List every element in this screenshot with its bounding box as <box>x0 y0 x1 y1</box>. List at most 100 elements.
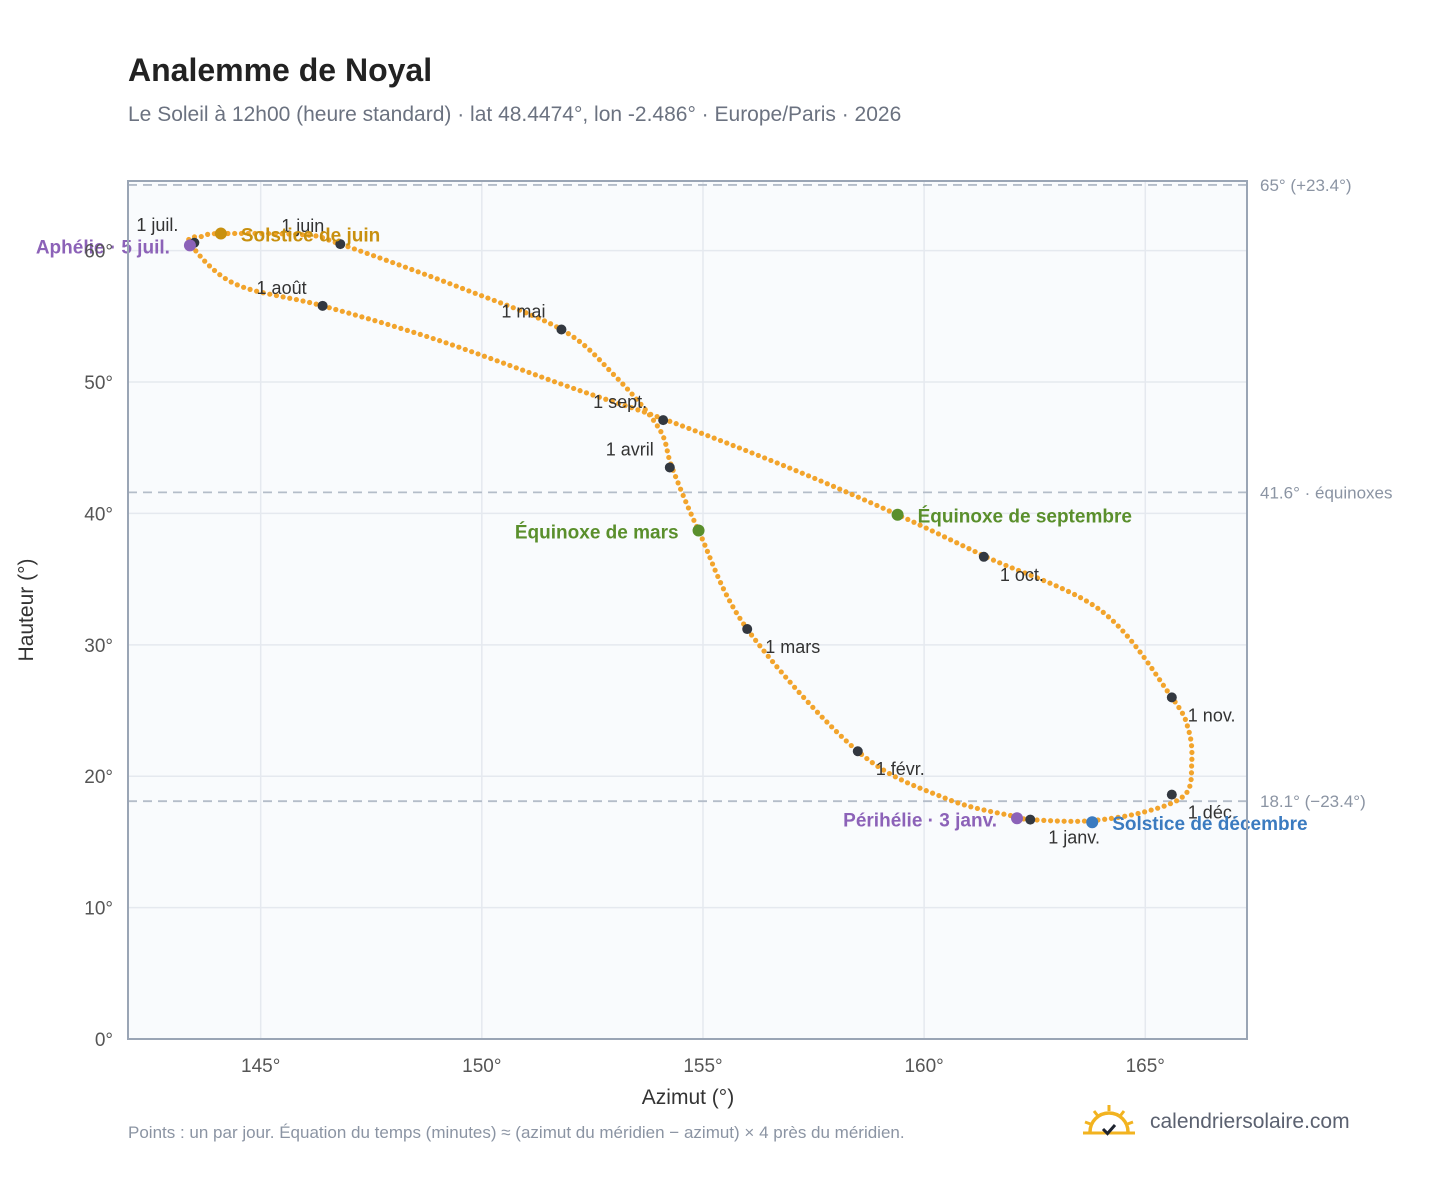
day-point <box>688 511 694 517</box>
y-tick-label: 60° <box>84 242 113 263</box>
day-point <box>1115 623 1121 629</box>
day-point <box>545 376 551 382</box>
month-label: 1 janv. <box>1048 828 1100 848</box>
day-point <box>500 360 507 366</box>
day-point <box>364 250 370 257</box>
day-point <box>217 272 223 278</box>
day-point <box>520 367 526 373</box>
day-point <box>1081 818 1088 824</box>
day-point <box>497 300 504 306</box>
day-point <box>211 267 218 274</box>
day-point <box>1001 811 1007 817</box>
day-point <box>699 536 705 542</box>
event-label: Équinoxe de septembre <box>918 506 1132 528</box>
event-marker <box>214 227 227 240</box>
day-point <box>705 433 711 439</box>
day-point <box>273 292 280 299</box>
day-point <box>1009 565 1015 571</box>
day-point <box>434 276 440 282</box>
day-point <box>620 381 626 387</box>
day-point <box>409 266 415 273</box>
day-point <box>737 615 743 621</box>
day-point <box>692 428 698 434</box>
day-point <box>1142 809 1148 815</box>
day-point <box>306 232 312 238</box>
day-point <box>780 462 787 469</box>
page-subtitle: Le Soleil à 12h00 (heure standard) · lat… <box>128 103 902 126</box>
reference-line-label: 18.1° (−23.4°) <box>1260 792 1366 811</box>
day-point <box>801 694 807 700</box>
brand[interactable]: calendriersolaire.com <box>1082 1102 1350 1142</box>
day-point <box>886 770 893 777</box>
day-point <box>345 244 351 250</box>
day-point <box>571 334 577 340</box>
day-point <box>981 807 987 813</box>
day-point <box>1089 601 1095 608</box>
day-point <box>365 316 371 322</box>
day-point <box>1188 770 1195 776</box>
day-point <box>941 534 948 540</box>
day-point <box>265 230 272 237</box>
day-point <box>1100 609 1106 615</box>
day-point <box>326 305 332 311</box>
day-point <box>1129 638 1135 644</box>
day-point <box>469 349 475 355</box>
day-point <box>437 338 443 344</box>
sun-logo-icon <box>1083 1105 1135 1136</box>
day-point <box>449 342 456 348</box>
day-point <box>383 257 389 263</box>
day-point <box>1068 818 1074 824</box>
brand-name[interactable]: calendriersolaire.com <box>1150 1110 1350 1133</box>
day-point <box>994 810 1000 816</box>
day-point <box>391 323 397 330</box>
day-point <box>428 273 434 280</box>
day-point <box>769 658 776 665</box>
day-point <box>1188 743 1195 749</box>
day-point <box>635 407 641 413</box>
day-point <box>587 347 593 353</box>
month-label: 1 mars <box>765 637 820 657</box>
day-point <box>974 805 981 812</box>
day-point <box>245 230 251 237</box>
day-point <box>551 379 558 385</box>
day-point <box>516 307 523 313</box>
day-point <box>765 653 771 659</box>
day-point <box>1041 577 1047 584</box>
day-point <box>960 543 966 549</box>
day-point <box>609 398 615 404</box>
day-point <box>1061 818 1067 824</box>
day-point <box>748 632 755 638</box>
day-point <box>513 365 519 371</box>
day-point <box>198 233 204 240</box>
day-point <box>488 355 494 362</box>
day-point <box>1105 614 1112 620</box>
day-point <box>523 310 529 316</box>
day-point <box>1156 677 1163 683</box>
day-point <box>818 478 824 484</box>
day-point <box>287 295 293 301</box>
day-point <box>370 253 377 259</box>
day-point <box>582 343 588 349</box>
day-point <box>1028 572 1034 579</box>
day-point <box>685 505 692 511</box>
day-point <box>726 598 733 604</box>
day-point <box>478 293 485 299</box>
day-point <box>535 315 541 321</box>
day-point <box>929 528 935 534</box>
day-point <box>459 285 466 292</box>
day-point <box>1160 682 1166 688</box>
day-point <box>1179 710 1186 716</box>
day-point <box>558 381 564 387</box>
day-point <box>472 290 478 296</box>
day-point <box>923 525 929 531</box>
day-point <box>814 709 821 715</box>
day-point <box>935 531 942 537</box>
day-point <box>326 237 332 243</box>
day-point <box>783 674 789 680</box>
day-point <box>787 465 793 471</box>
day-point <box>1188 776 1194 783</box>
day-point <box>398 325 404 331</box>
day-point <box>202 258 208 264</box>
day-point <box>279 231 285 237</box>
day-point <box>377 255 383 261</box>
